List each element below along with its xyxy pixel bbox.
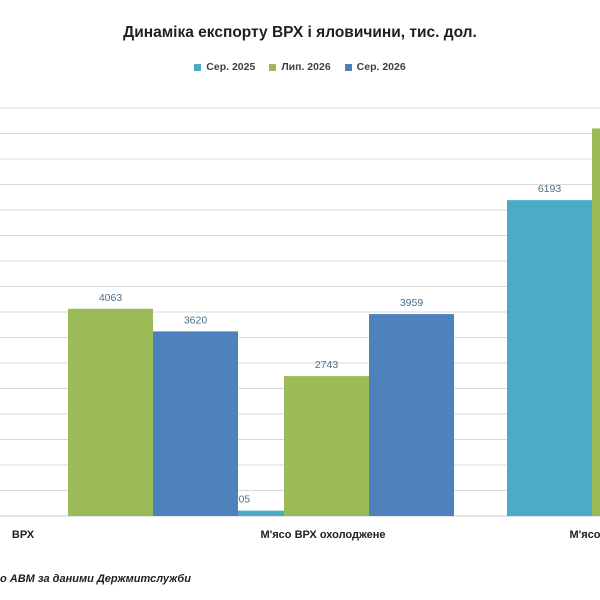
category-label-2: М'ясо ВРХ охолоджене — [260, 529, 385, 541]
chart-title: Динаміка експорту ВРХ і яловичини, тис. … — [123, 24, 477, 41]
bar-2-3 — [592, 128, 600, 516]
bar-3-1 — [153, 331, 238, 516]
category-label-3: М'ясо — [569, 529, 600, 541]
legend-swatch-series-2 — [269, 63, 277, 71]
legend-label-series-2: Лип. 2026 — [281, 61, 331, 73]
legend-swatch-series-3 — [344, 63, 352, 71]
data-label-2-2: 2743 — [315, 359, 339, 371]
legend-item-series-3: Сер. 2026 — [344, 61, 406, 73]
data-label-1-3: 6193 — [538, 183, 562, 195]
chart-legend: Сер. 2025 Лип. 2026 Сер. 2026 — [0, 61, 600, 73]
legend-swatch-series-1 — [194, 63, 202, 71]
legend-label-series-1: Сер. 2025 — [206, 61, 256, 73]
legend-item-series-2: Лип. 2026 — [269, 61, 331, 73]
bar-2-2 — [284, 376, 369, 516]
bar-2-1 — [68, 308, 153, 516]
bar-1-3 — [507, 200, 592, 517]
legend-item-series-1: Сер. 2025 — [194, 61, 255, 73]
bar-1-2 — [199, 510, 284, 516]
bar-3-2 — [369, 314, 454, 516]
source-note: о АВМ за даними Держмитслужби — [0, 573, 191, 585]
data-label-3-1: 3620 — [184, 314, 208, 326]
data-label-3-2: 3959 — [400, 297, 424, 309]
legend-label-series-3: Сер. 2026 — [356, 61, 406, 73]
data-label-2-1: 4063 — [99, 292, 123, 304]
category-label-1: ВРХ — [12, 529, 35, 541]
